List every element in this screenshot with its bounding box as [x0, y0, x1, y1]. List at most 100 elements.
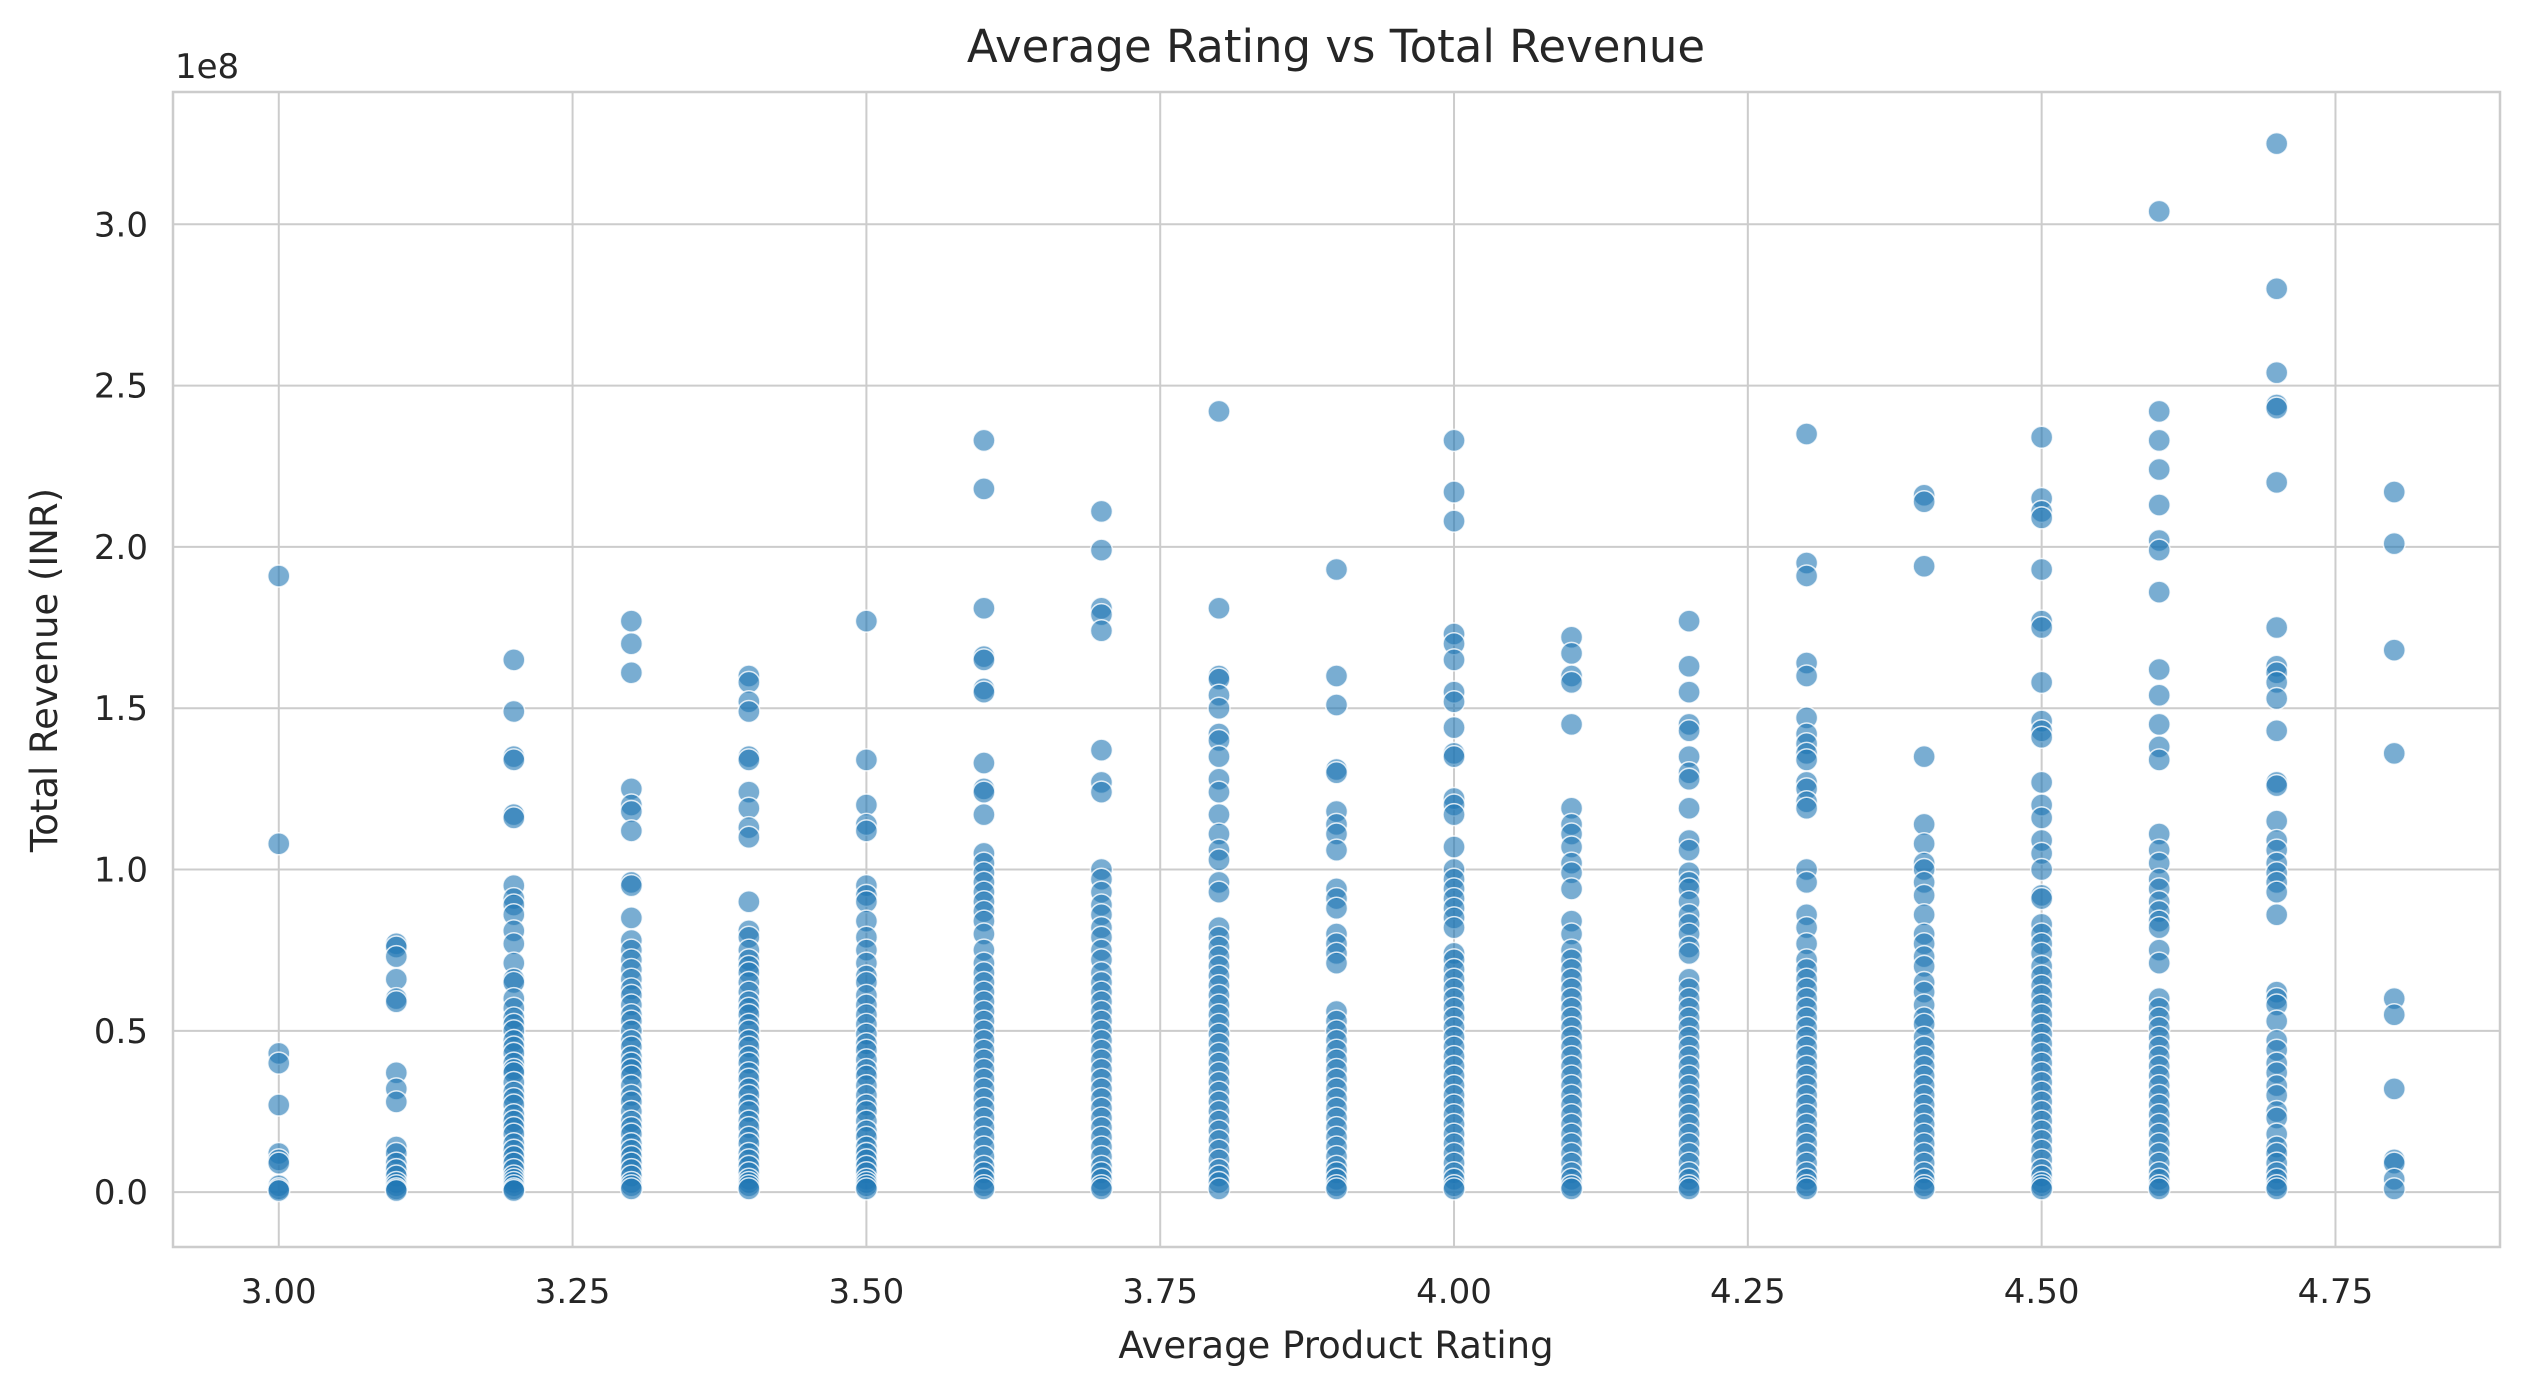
data-point — [2029, 670, 2054, 695]
data-point — [2147, 1177, 2171, 1201]
data-point — [2147, 493, 2171, 517]
data-point — [267, 1178, 291, 1203]
data-point — [2147, 399, 2171, 424]
data-point — [384, 944, 409, 969]
data-point — [1677, 838, 1701, 862]
x-axis-ticks: 3.00 3.25 3.50 3.75 4.00 4.25 4.50 4.75 — [241, 1272, 2373, 1312]
data-point — [972, 428, 996, 453]
data-point — [2264, 615, 2289, 640]
data-point — [854, 609, 879, 633]
y-axis-ticks: 0.0 0.5 1.0 1.5 2.0 2.5 3.0 — [94, 205, 148, 1213]
data-point — [2147, 580, 2171, 604]
data-point — [1794, 1177, 1819, 1201]
y-tick-label: 0.0 — [94, 1173, 148, 1213]
data-point — [1324, 951, 1349, 975]
y-tick-label: 2.5 — [94, 367, 148, 407]
data-point — [972, 1177, 996, 1201]
data-point — [1089, 538, 1114, 562]
data-point — [1089, 1177, 1114, 1201]
data-point — [1559, 877, 1584, 901]
data-point — [2029, 857, 2054, 882]
data-point — [1442, 744, 1466, 769]
data-point — [619, 819, 644, 843]
x-tick-label: 4.75 — [2298, 1272, 2374, 1312]
data-point — [2264, 902, 2289, 927]
data-point — [2382, 480, 2406, 504]
data-point — [2147, 951, 2171, 975]
data-point — [1207, 848, 1231, 872]
data-point — [1559, 1177, 1584, 1201]
data-point — [1442, 509, 1466, 533]
data-point — [854, 748, 879, 772]
data-point — [1089, 499, 1114, 524]
y-tick-label: 1.5 — [94, 689, 148, 729]
data-point — [619, 660, 644, 685]
data-point — [2264, 1177, 2289, 1201]
data-point — [1442, 715, 1466, 740]
data-point — [267, 564, 291, 588]
data-point — [619, 1177, 644, 1201]
data-point — [2029, 1177, 2054, 1201]
data-point — [1442, 428, 1466, 453]
data-point — [1324, 557, 1349, 582]
data-point — [1677, 654, 1701, 679]
data-point — [1207, 744, 1231, 769]
data-point — [1677, 680, 1701, 704]
data-point — [1089, 619, 1114, 643]
data-points — [267, 131, 2406, 1203]
data-point — [1207, 696, 1231, 720]
data-point — [1442, 648, 1466, 672]
data-point — [2029, 886, 2054, 911]
data-point — [1324, 896, 1349, 920]
data-point — [1559, 712, 1584, 737]
data-point — [1677, 1177, 1701, 1201]
data-point — [2147, 199, 2171, 224]
data-point — [267, 1051, 291, 1075]
data-point — [972, 596, 996, 620]
data-point — [2147, 457, 2171, 482]
data-point — [267, 1093, 291, 1117]
data-point — [737, 748, 761, 772]
data-point — [502, 1178, 526, 1203]
data-point — [2264, 360, 2289, 385]
data-point — [502, 648, 526, 672]
data-point — [972, 780, 996, 804]
x-tick-label: 3.50 — [829, 1272, 905, 1312]
data-point — [2029, 770, 2054, 795]
data-point — [1207, 399, 1231, 424]
data-point — [1559, 641, 1584, 666]
data-point — [2382, 638, 2406, 662]
data-point — [1794, 796, 1819, 820]
x-axis-label: Average Product Rating — [1118, 1324, 1553, 1367]
y-axis-offset-label: 1e8 — [175, 47, 239, 87]
data-point — [1442, 835, 1466, 859]
y-axis-label: Total Revenue (INR) — [23, 488, 66, 853]
data-point — [1794, 564, 1819, 588]
y-tick-label: 1.0 — [94, 851, 148, 891]
data-point — [619, 906, 644, 930]
data-point — [2029, 557, 2054, 582]
x-tick-label: 3.00 — [241, 1272, 317, 1312]
data-point — [1559, 670, 1584, 695]
data-point — [2382, 1002, 2406, 1027]
data-point — [1442, 802, 1466, 827]
data-point — [502, 748, 526, 772]
data-point — [2382, 741, 2406, 766]
data-point — [1912, 744, 1936, 769]
data-point — [1207, 596, 1231, 620]
data-point — [384, 1178, 409, 1203]
data-point — [737, 699, 761, 724]
data-point — [1089, 738, 1114, 762]
data-point — [2264, 470, 2289, 495]
data-point — [267, 1151, 291, 1175]
x-tick-label: 4.50 — [2004, 1272, 2080, 1312]
data-point — [267, 831, 291, 856]
data-point — [1677, 609, 1701, 633]
grid-lines — [173, 92, 2500, 1247]
x-tick-label: 3.75 — [1122, 1272, 1198, 1312]
data-point — [1442, 915, 1466, 940]
x-tick-label: 4.25 — [1710, 1272, 1786, 1312]
data-point — [2029, 806, 2054, 830]
chart-title: Average Rating vs Total Revenue — [967, 20, 1705, 73]
